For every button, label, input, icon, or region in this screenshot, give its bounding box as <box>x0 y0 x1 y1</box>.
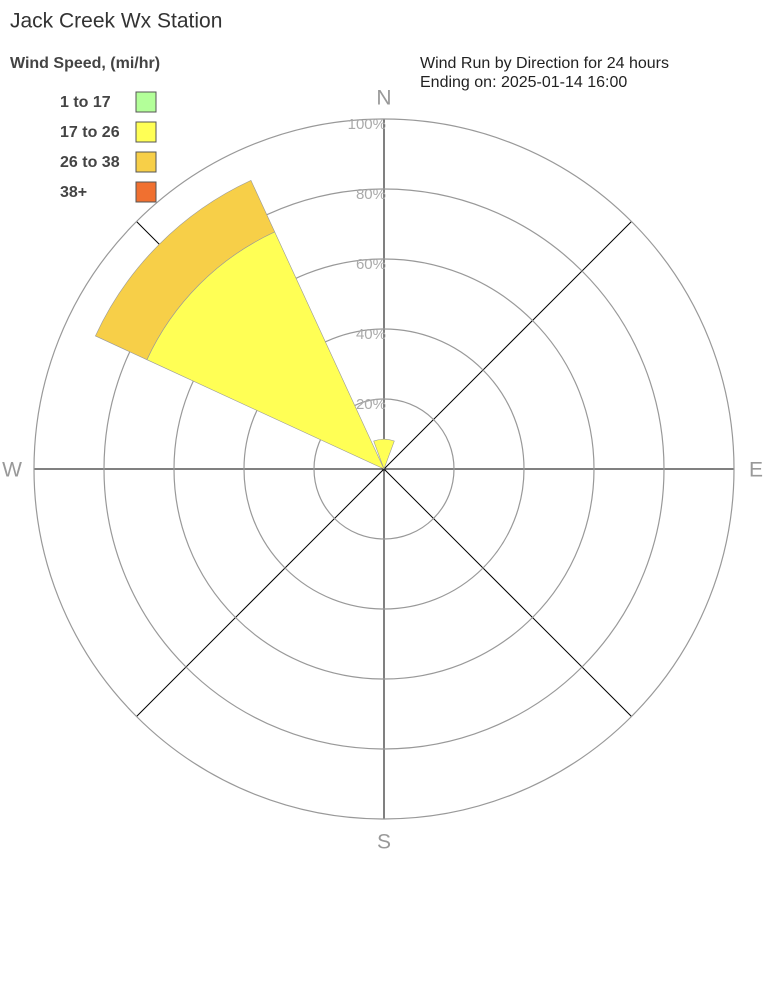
chart-title: Jack Creek Wx Station <box>10 10 222 33</box>
direction-label: W <box>2 459 22 482</box>
r-tick-label: 20% <box>356 396 386 413</box>
r-tick-label: 100% <box>348 116 386 133</box>
grid-ring <box>103 188 665 750</box>
legend-label: 17 to 26 <box>60 124 120 141</box>
legend-label: 38+ <box>60 184 87 201</box>
grid-ring <box>313 398 455 540</box>
spoke <box>383 221 632 470</box>
wedge <box>373 439 395 470</box>
spoke <box>136 468 385 717</box>
subtitle: Wind Run by Direction for 24 hours <box>420 55 669 72</box>
legend-swatch <box>135 151 157 173</box>
grid-ring <box>173 258 595 680</box>
legend-swatch <box>135 121 157 143</box>
legend-swatch <box>135 91 157 113</box>
spoke <box>383 468 632 717</box>
legend-label: 1 to 17 <box>60 94 111 111</box>
direction-label: E <box>749 459 763 482</box>
legend-title: Wind Speed, (mi/hr) <box>10 55 160 72</box>
legend-swatch <box>135 181 157 203</box>
r-tick-label: 80% <box>356 186 386 203</box>
legend-label: 26 to 38 <box>60 154 120 171</box>
subtitle: Ending on: 2025-01-14 16:00 <box>420 74 627 91</box>
direction-label: S <box>377 831 391 854</box>
direction-label: N <box>376 87 391 110</box>
grid-ring <box>243 328 525 610</box>
r-tick-label: 40% <box>356 326 386 343</box>
r-tick-label: 60% <box>356 256 386 273</box>
grid-ring <box>33 118 735 820</box>
